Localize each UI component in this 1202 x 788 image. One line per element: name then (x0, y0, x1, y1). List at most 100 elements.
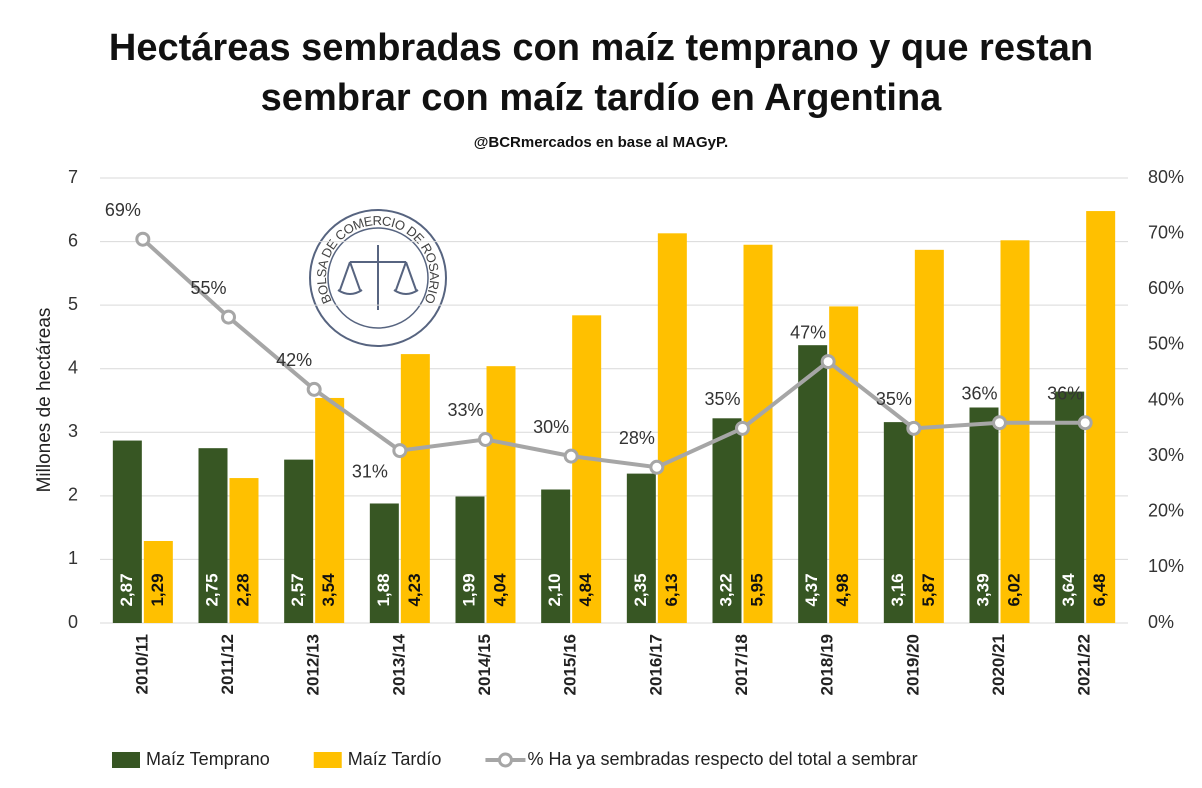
y2-tick-label: 10% (1148, 556, 1184, 576)
legend-swatch (313, 752, 342, 768)
value-label: 5,95 (747, 573, 766, 606)
value-label: 2,10 (545, 573, 564, 606)
legend-label: % Ha ya sembradas respecto del total a s… (527, 749, 917, 769)
x-tick-label: 2013/14 (389, 633, 408, 695)
point-label: 42% (276, 350, 312, 370)
bar (883, 422, 913, 623)
y-axis-title: Millones de hectáreas (34, 308, 55, 493)
point-label: 28% (619, 428, 655, 448)
y-tick-label: 2 (68, 485, 78, 505)
point-label: 30% (533, 417, 569, 437)
point (135, 231, 151, 247)
bar (284, 459, 314, 623)
value-label: 4,04 (490, 573, 509, 607)
point (906, 420, 922, 436)
point (649, 459, 665, 475)
point-label: 36% (961, 384, 997, 404)
value-label: 4,84 (576, 573, 595, 607)
x-tick-label: 2020/21 (989, 634, 1008, 695)
point (478, 431, 493, 447)
y2-tick-label: 60% (1148, 278, 1184, 298)
bar (914, 249, 944, 624)
value-label: 1,88 (374, 573, 393, 606)
y-tick-label: 4 (68, 357, 78, 377)
point (992, 415, 1007, 431)
bar (541, 489, 571, 623)
value-label: 2,87 (117, 573, 136, 606)
bar (143, 540, 173, 623)
x-tick-label: 2016/17 (646, 634, 665, 695)
bar (712, 418, 742, 623)
legend-swatch (497, 752, 513, 768)
value-label: 3,54 (319, 573, 338, 607)
line (141, 237, 1086, 470)
x-tick-label: 2018/19 (818, 634, 837, 695)
point (820, 354, 836, 370)
value-label: 3,64 (1059, 573, 1078, 607)
point-label: 35% (876, 389, 912, 409)
value-label: 1,99 (459, 573, 478, 606)
bar (969, 407, 999, 623)
value-label: 5,87 (919, 573, 938, 606)
y-tick-label: 6 (68, 230, 78, 250)
point (392, 443, 408, 459)
bar (229, 478, 259, 623)
chart-title: Hectáreas sembradas con maíz temprano y … (109, 27, 1093, 69)
x-tick-label: 2012/13 (304, 634, 323, 695)
bar (112, 440, 142, 623)
point (563, 448, 579, 464)
x-tick-label: 2019/20 (903, 634, 922, 695)
x-tick-label: 2017/18 (732, 634, 751, 695)
value-label: 4,98 (833, 573, 852, 606)
y-tick-label: 3 (68, 421, 78, 441)
value-label: 3,39 (973, 573, 992, 606)
logo-emblem (337, 245, 419, 310)
point-label: 31% (352, 461, 388, 481)
point (1077, 415, 1093, 431)
value-label: 4,23 (405, 573, 424, 606)
value-label: 6,13 (662, 573, 681, 606)
legend-label: Maíz Tardío (348, 749, 442, 769)
bar (743, 244, 773, 623)
y-tick-label: 7 (68, 167, 78, 187)
value-label: 2,28 (233, 573, 252, 606)
point-label: 69% (105, 200, 141, 220)
x-tick-label: 2010/11 (132, 634, 151, 695)
y2-tick-label: 30% (1148, 445, 1184, 465)
value-label: 2,75 (202, 573, 221, 606)
chart-subtitle: @BCRmercados en base al MAGyP. (474, 134, 728, 151)
value-label: 4,37 (802, 573, 821, 606)
logo-ring (327, 227, 429, 329)
point-label: 33% (447, 400, 483, 420)
bar (455, 496, 485, 623)
x-tick-label: 2021/22 (1075, 634, 1094, 695)
y2-tick-label: 50% (1148, 334, 1184, 354)
bar (1055, 391, 1085, 623)
x-tick-label: 2011/12 (218, 634, 237, 695)
value-label: 6,02 (1004, 573, 1023, 606)
bar (572, 315, 602, 623)
y-tick-label: 5 (68, 294, 78, 314)
bar (798, 345, 828, 623)
value-label: 3,22 (716, 573, 735, 606)
bar (315, 397, 345, 623)
value-label: 6,48 (1090, 573, 1109, 606)
y-tick-label: 1 (68, 548, 78, 568)
y2-tick-label: 80% (1148, 167, 1184, 187)
value-label: 2,35 (631, 573, 650, 606)
bar (1000, 240, 1030, 624)
value-label: 3,16 (888, 573, 907, 606)
point-label: 36% (1047, 384, 1083, 404)
grid (100, 177, 1128, 624)
x-tick-label: 2014/15 (475, 634, 494, 695)
bar (369, 503, 399, 623)
bar (657, 233, 687, 624)
point-label: 35% (704, 389, 740, 409)
x-tick-label: 2015/16 (561, 634, 580, 695)
point (306, 381, 322, 397)
legend-label: Maíz Temprano (146, 749, 270, 769)
y2-tick-label: 70% (1148, 222, 1184, 242)
point (221, 309, 236, 325)
y-tick-label: 0 (68, 612, 78, 632)
